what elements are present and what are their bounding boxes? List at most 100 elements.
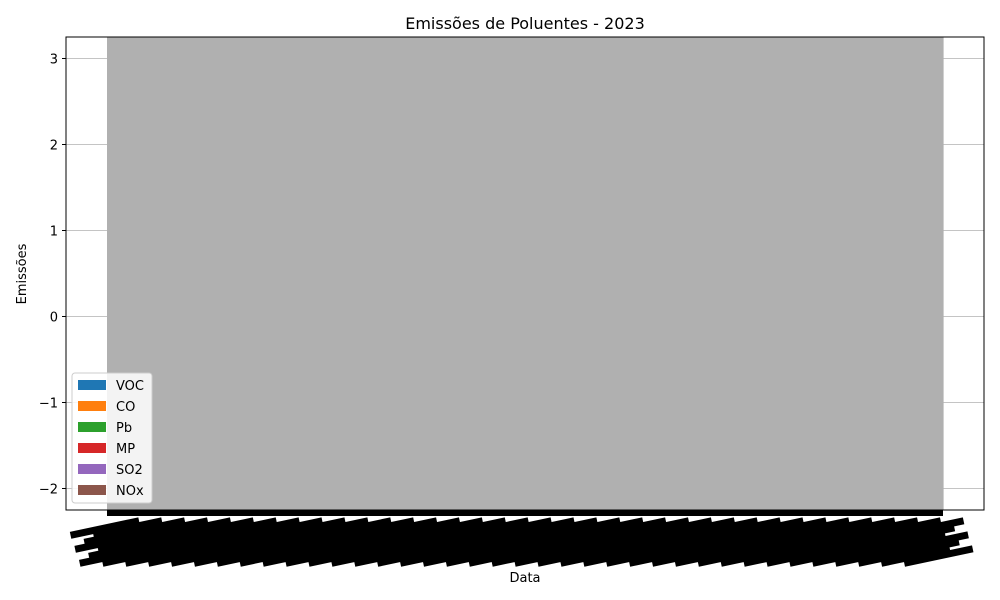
- bar: [152, 37, 156, 510]
- bar: [168, 37, 172, 510]
- bar: [807, 37, 811, 510]
- bar: [313, 37, 317, 510]
- bar: [363, 37, 367, 510]
- bar: [221, 37, 225, 510]
- bar: [503, 37, 507, 510]
- bar: [658, 37, 662, 510]
- bar: [482, 37, 486, 510]
- bar: [374, 37, 378, 510]
- bar: [510, 37, 514, 510]
- bar: [574, 37, 578, 510]
- bar: [629, 37, 633, 510]
- x-tick-label: [367, 517, 438, 539]
- bar: [120, 37, 124, 510]
- bar: [814, 37, 818, 510]
- bar: [876, 37, 880, 510]
- bar: [649, 37, 653, 510]
- bar: [711, 37, 715, 510]
- bar: [748, 37, 752, 510]
- bar: [173, 37, 177, 510]
- bar: [812, 37, 816, 510]
- bar: [926, 37, 930, 510]
- bar: [194, 37, 197, 510]
- bar: [356, 37, 360, 510]
- bar: [780, 37, 784, 510]
- legend-swatch: [78, 485, 106, 495]
- bar: [940, 37, 944, 510]
- x-tick-label: [138, 517, 209, 539]
- bar: [787, 37, 791, 510]
- bar: [436, 37, 440, 510]
- bar: [111, 37, 115, 510]
- bar: [743, 37, 747, 510]
- bar: [262, 37, 266, 510]
- bar: [631, 37, 635, 510]
- bar: [365, 37, 369, 510]
- bar: [203, 37, 207, 510]
- bar: [427, 37, 431, 510]
- legend: VOC CO Pb MP SO2 NOx: [71, 372, 153, 504]
- bar: [581, 37, 585, 510]
- bar: [297, 37, 300, 510]
- x-tick-label: [550, 517, 621, 539]
- bar: [819, 37, 823, 510]
- bar: [336, 37, 339, 510]
- bar: [269, 37, 273, 510]
- bar: [656, 37, 660, 510]
- bar: [228, 37, 232, 510]
- bar: [789, 37, 793, 510]
- bar: [349, 37, 353, 510]
- bar: [212, 37, 216, 510]
- bar: [636, 37, 639, 510]
- bar: [732, 37, 736, 510]
- x-axis-label: Data: [509, 571, 540, 586]
- bar: [697, 37, 701, 510]
- bar: [817, 37, 820, 510]
- y-tick-label: 1: [50, 225, 58, 240]
- bar: [523, 37, 527, 510]
- bar: [718, 37, 722, 510]
- bar: [294, 37, 298, 510]
- x-tick-label: [802, 517, 873, 539]
- bars: [107, 37, 944, 510]
- bar: [164, 37, 168, 510]
- bar: [480, 37, 484, 510]
- bar: [901, 37, 905, 510]
- bar: [704, 37, 708, 510]
- bar: [413, 37, 417, 510]
- bar: [178, 37, 181, 510]
- bar: [739, 37, 743, 510]
- bar: [601, 37, 605, 510]
- bar: [702, 37, 706, 510]
- bar: [835, 37, 839, 510]
- bar: [473, 37, 477, 510]
- bar: [235, 37, 239, 510]
- y-tick-label: −1: [39, 397, 58, 412]
- bar: [762, 37, 765, 510]
- bar: [899, 37, 903, 510]
- x-tick-label: [825, 517, 896, 539]
- bar: [418, 37, 422, 510]
- bar: [462, 37, 465, 510]
- bar: [626, 37, 630, 510]
- bar: [782, 37, 786, 510]
- bar: [535, 37, 539, 510]
- bar: [116, 37, 120, 510]
- bar: [324, 37, 328, 510]
- bar: [723, 37, 727, 510]
- bar: [578, 37, 582, 510]
- bar: [569, 37, 573, 510]
- bar: [113, 37, 117, 510]
- x-tick-label: [230, 517, 301, 539]
- bar: [860, 37, 864, 510]
- bar: [455, 37, 459, 510]
- bar: [400, 37, 404, 510]
- x-tick-label: [184, 517, 255, 539]
- bar: [764, 37, 768, 510]
- bar: [331, 37, 335, 510]
- bar: [665, 37, 669, 510]
- bar: [450, 37, 454, 510]
- bar: [571, 37, 575, 510]
- bar: [471, 37, 475, 510]
- bar: [310, 37, 314, 510]
